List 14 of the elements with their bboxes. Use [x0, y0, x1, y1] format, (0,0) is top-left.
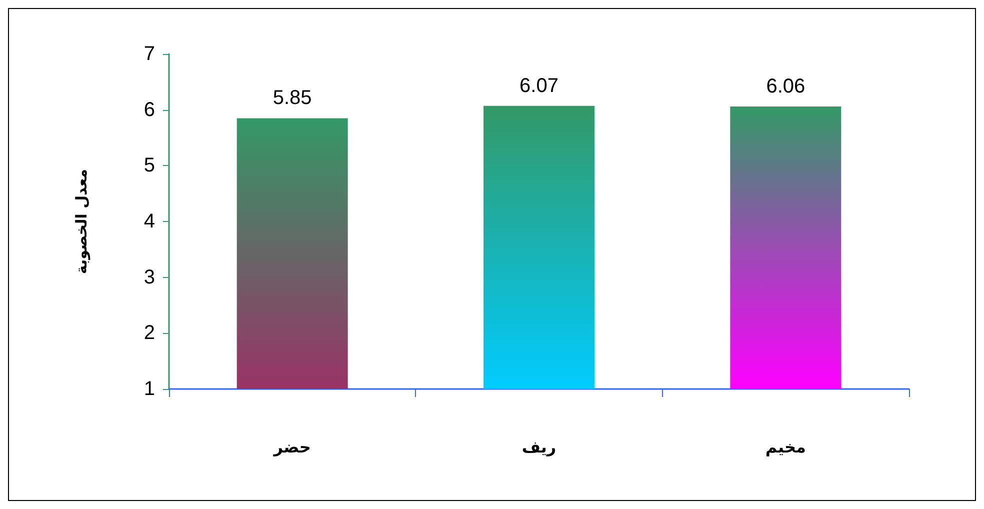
y-tick-label: 2: [144, 322, 155, 344]
x-tick-label: ريف: [522, 438, 556, 456]
y-tick-label: 4: [144, 210, 155, 232]
y-tick-label: 5: [144, 154, 155, 177]
data-label: 6.06: [766, 75, 806, 98]
y-tick-label: 1: [144, 378, 155, 400]
data-label: 6.07: [520, 74, 558, 97]
y-tick-label: 3: [144, 266, 155, 288]
x-tick-label: مخيم: [765, 438, 806, 456]
data-label: 5.85: [272, 87, 312, 110]
y-tick-label: 6: [144, 98, 155, 121]
x-tick-label: حضر: [272, 438, 311, 456]
y-axis-title: معدل الخصوبة: [72, 168, 90, 274]
y-tick-label: 7: [144, 43, 155, 65]
